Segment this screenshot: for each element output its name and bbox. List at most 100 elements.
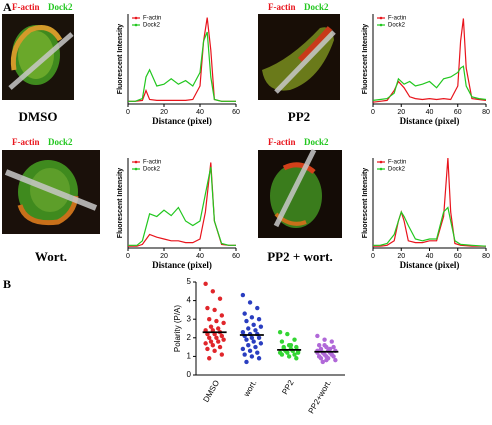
data-point <box>286 354 292 359</box>
image-label: F-actin <box>12 137 40 147</box>
x-tick-label: 60 <box>232 253 240 260</box>
data-point <box>210 343 216 348</box>
data-point <box>244 337 249 342</box>
image-label: Dock2 <box>304 2 329 12</box>
data-point <box>256 317 262 322</box>
series-line <box>372 65 487 101</box>
data-point <box>221 337 226 342</box>
data-point <box>320 359 325 365</box>
x-tick-label: 20 <box>160 109 168 116</box>
micrograph <box>258 14 340 100</box>
x-tick-label: 40 <box>426 253 434 260</box>
data-point <box>207 317 212 322</box>
data-point <box>331 344 336 350</box>
data-point <box>255 350 260 355</box>
x-axis-label: Distance (pixel) <box>152 260 212 270</box>
data-point <box>221 320 226 326</box>
data-point <box>246 326 251 331</box>
legend-label: Dock2 <box>143 167 161 173</box>
y-axis-label: Polarity (P/A) <box>173 305 182 352</box>
data-point <box>205 305 210 311</box>
x-tick-label: PP2+wort. <box>307 379 333 416</box>
data-point <box>329 339 334 344</box>
data-point <box>256 356 262 361</box>
legend-label: F-actin <box>143 160 161 166</box>
image-label: Dock2 <box>48 2 73 12</box>
legend-marker <box>379 167 383 171</box>
image-label: F-actin <box>268 2 296 12</box>
legend-marker <box>379 160 383 164</box>
panel-label: B <box>3 277 11 291</box>
data-point <box>242 352 247 357</box>
x-tick-label: 0 <box>126 253 130 260</box>
legend-marker <box>379 23 383 27</box>
series-line <box>372 18 487 103</box>
data-point <box>207 335 212 340</box>
legend-marker <box>134 167 138 171</box>
y-axis-label: Fluorescent Intensity <box>117 24 124 95</box>
y-tick-label: 3 <box>187 314 192 323</box>
data-point <box>322 343 327 348</box>
data-point <box>256 335 262 340</box>
series-line <box>373 157 486 247</box>
data-point <box>324 357 329 363</box>
x-tick-label: 0 <box>371 253 375 260</box>
x-tick-label: 60 <box>454 253 462 260</box>
data-point <box>240 292 246 298</box>
condition-label: Wort. <box>35 249 67 264</box>
x-tick-label: 20 <box>397 109 405 116</box>
data-point <box>205 346 210 352</box>
data-point <box>258 341 264 346</box>
condition-label: DMSO <box>19 109 58 124</box>
data-point <box>214 335 219 340</box>
data-point <box>249 315 255 320</box>
image-label: Dock2 <box>304 137 329 147</box>
data-point <box>281 344 286 350</box>
x-axis-label: Distance (pixel) <box>400 116 460 126</box>
data-point <box>316 354 322 359</box>
data-point <box>255 305 260 311</box>
y-axis-label: Fluorescent Intensity <box>117 168 124 239</box>
y-tick-label: 2 <box>187 333 192 342</box>
data-point <box>294 356 299 361</box>
x-tick-label: 60 <box>454 109 462 116</box>
data-point <box>242 311 247 316</box>
data-point <box>251 339 256 344</box>
data-point <box>247 348 253 354</box>
data-point <box>214 318 219 324</box>
data-point <box>203 341 208 346</box>
micrograph <box>2 150 100 234</box>
data-point <box>288 343 294 348</box>
legend-marker <box>134 160 138 164</box>
data-point <box>322 337 327 342</box>
data-point <box>212 307 217 313</box>
data-point <box>253 344 258 350</box>
data-point <box>292 337 297 342</box>
x-tick-label: 40 <box>196 253 204 260</box>
data-point <box>333 357 338 363</box>
data-point <box>217 296 223 301</box>
data-point <box>246 343 251 348</box>
panel-label: A <box>3 0 12 14</box>
x-tick-label: 40 <box>196 109 204 116</box>
legend-label: F-actin <box>143 16 161 22</box>
data-point <box>207 356 212 361</box>
data-point <box>208 324 214 329</box>
x-tick-label: 0 <box>371 109 375 116</box>
data-point <box>258 324 264 329</box>
y-tick-label: 5 <box>187 277 192 286</box>
data-point <box>279 352 285 357</box>
x-tick-label: PP2 <box>280 378 296 396</box>
y-axis-label: Fluorescent Intensity <box>362 168 369 239</box>
legend-label: F-actin <box>388 160 406 166</box>
legend-label: Dock2 <box>388 167 406 173</box>
data-point <box>203 281 208 287</box>
data-point <box>240 346 246 352</box>
condition-label: PP2 + wort. <box>267 249 333 264</box>
data-point <box>294 344 299 350</box>
data-point <box>212 348 217 354</box>
x-tick-label: 80 <box>482 109 490 116</box>
data-point <box>216 339 221 344</box>
x-tick-label: 20 <box>160 253 168 260</box>
data-point <box>295 350 301 355</box>
